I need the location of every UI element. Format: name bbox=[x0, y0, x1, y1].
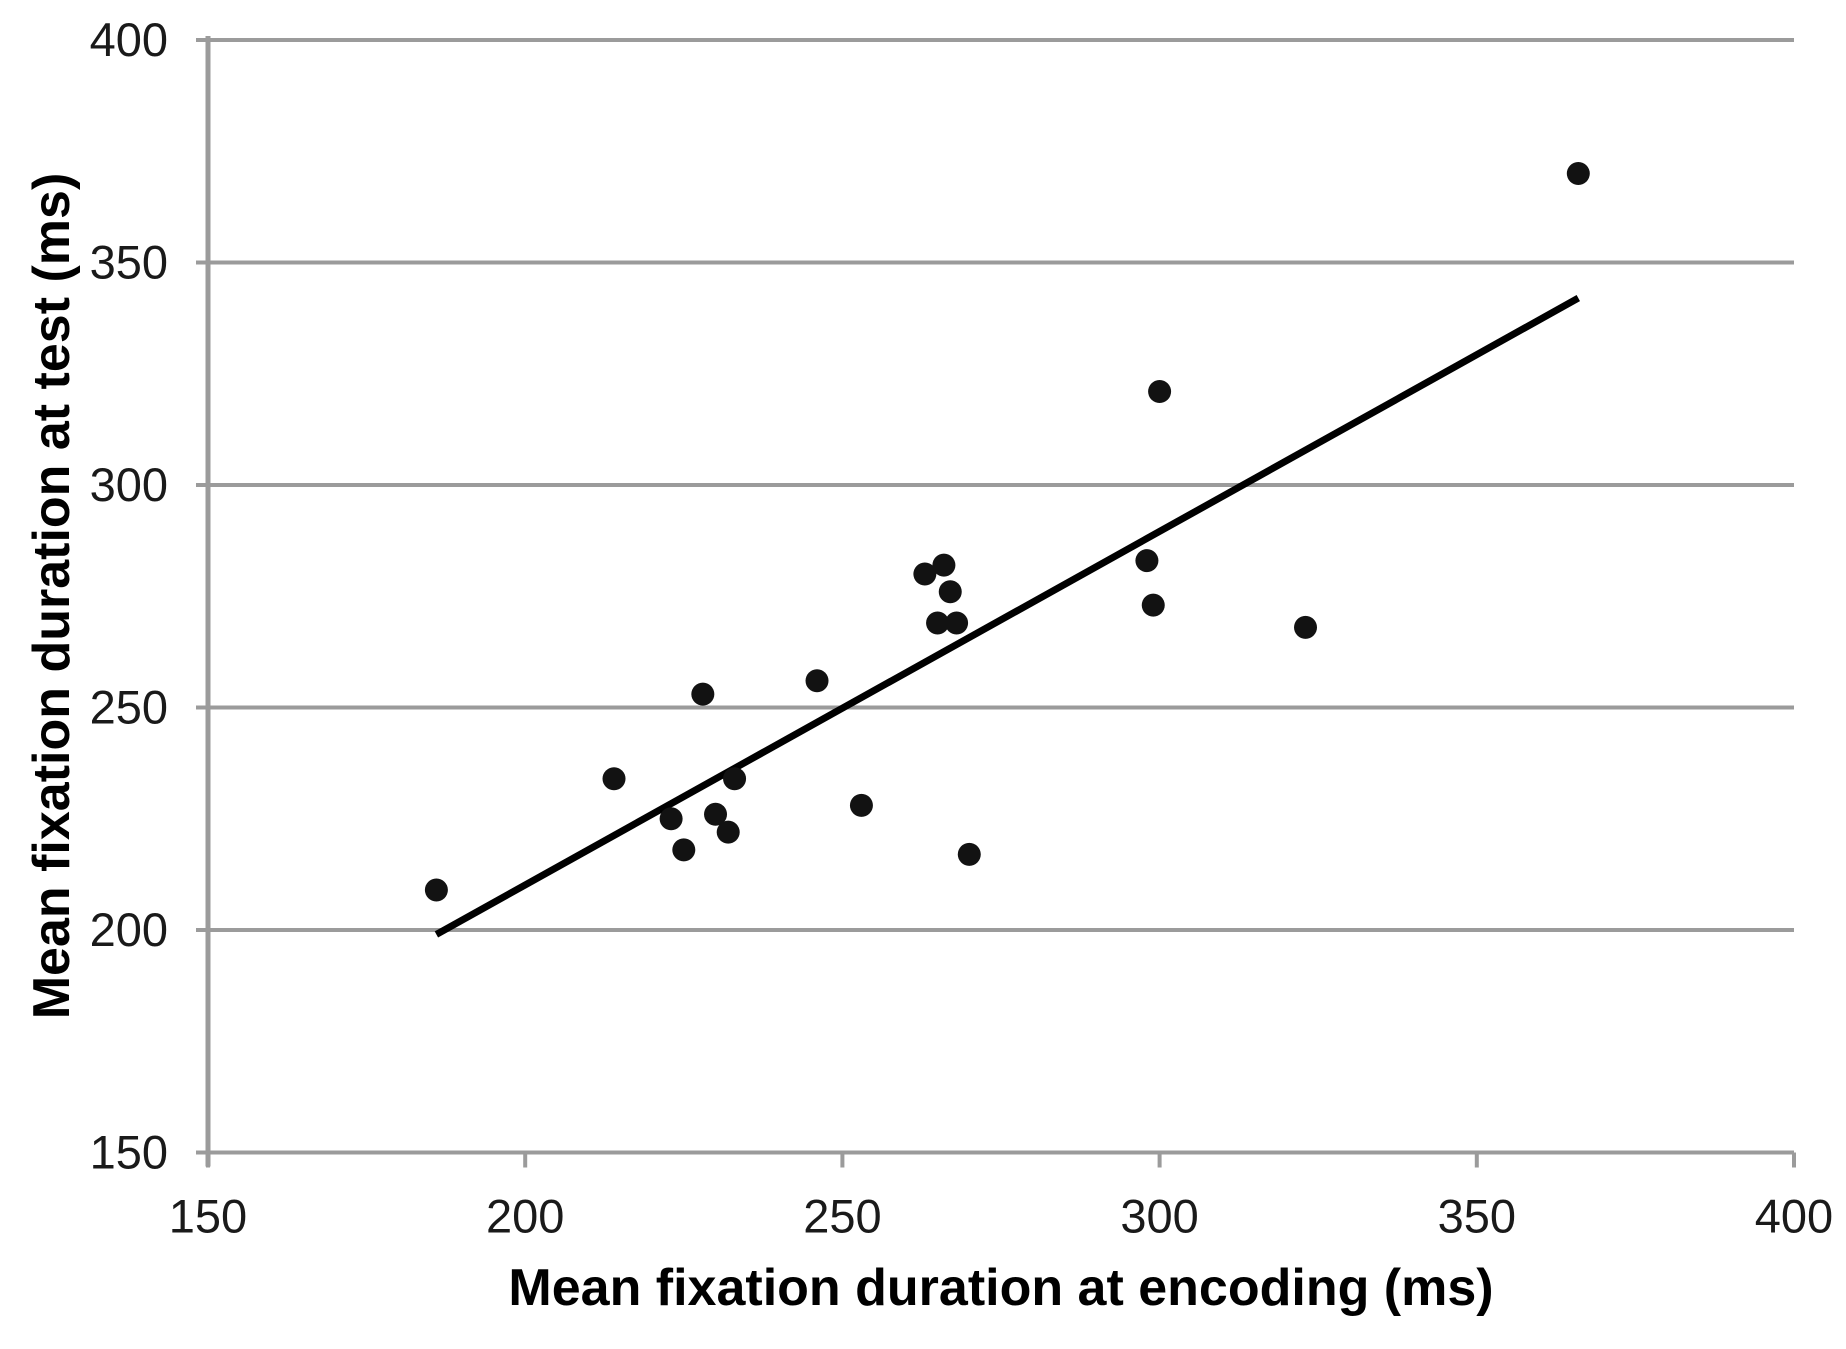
x-tick-label: 150 bbox=[169, 1190, 247, 1243]
data-point bbox=[849, 793, 873, 817]
y-tick-label: 300 bbox=[90, 458, 168, 511]
y-tick-label: 200 bbox=[90, 903, 168, 956]
y-tick-label: 250 bbox=[90, 681, 168, 734]
trendline-layer bbox=[434, 295, 1581, 938]
data-point bbox=[1566, 162, 1590, 185]
data-point bbox=[704, 802, 728, 826]
data-point bbox=[1141, 593, 1165, 617]
data-point bbox=[1294, 615, 1318, 639]
data-point bbox=[1135, 549, 1159, 573]
y-tick-label: 150 bbox=[90, 1126, 168, 1179]
y-axis-title: Mean fixation duration at test (ms) bbox=[23, 172, 81, 1020]
trend-line bbox=[434, 295, 1581, 938]
x-tick-label: 400 bbox=[1755, 1190, 1833, 1243]
x-tick-label: 300 bbox=[1120, 1190, 1198, 1243]
x-tick-label: 200 bbox=[486, 1190, 564, 1243]
data-point bbox=[723, 767, 747, 791]
gridlines-layer bbox=[196, 38, 1794, 1155]
data-point bbox=[424, 878, 448, 902]
data-point bbox=[805, 669, 829, 693]
data-point bbox=[926, 611, 950, 635]
x-tick-label: 350 bbox=[1438, 1190, 1516, 1243]
data-points-layer bbox=[424, 162, 1590, 902]
tick-labels-layer: 150 200 250 300 350 400 150 200 250 300 350 400 bbox=[90, 13, 1834, 1243]
data-point bbox=[913, 562, 937, 586]
data-point bbox=[659, 807, 683, 831]
data-point bbox=[602, 767, 626, 791]
data-point bbox=[932, 553, 956, 577]
data-point bbox=[716, 820, 740, 844]
data-point bbox=[691, 682, 715, 706]
data-point bbox=[672, 838, 696, 862]
y-tick-label: 350 bbox=[90, 236, 168, 289]
data-point bbox=[1148, 380, 1172, 404]
x-tick-label: 250 bbox=[803, 1190, 881, 1243]
data-point bbox=[938, 580, 962, 604]
axes-layer bbox=[205, 36, 1796, 1168]
y-tick-label: 400 bbox=[90, 13, 168, 66]
data-point bbox=[945, 611, 969, 635]
x-axis-title: Mean fixation duration at encoding (ms) bbox=[508, 1259, 1494, 1317]
data-point bbox=[957, 842, 981, 866]
